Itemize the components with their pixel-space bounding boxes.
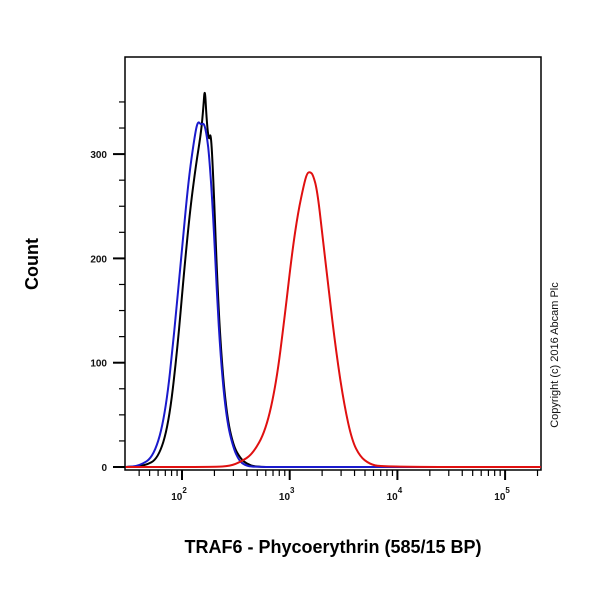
y-tick-label: 200 [90,254,107,265]
copyright-annotation: Copyright (c) 2016 Abcam Plc [549,282,561,428]
curve-red [125,171,541,469]
y-axis-title: Count [22,238,42,290]
x-axis: 102 103 104 105 [138,470,539,503]
y-tick-label: 0 [101,463,107,474]
y-tick-label: 100 [90,359,107,370]
histogram-curves [125,91,541,469]
x-axis-title: TRAF6 - Phycoerythrin (585/15 BP) [184,537,481,557]
x-tick-label: 105 [494,486,510,503]
x-tick-label: 103 [279,486,295,503]
y-axis: 0 100 200 300 [90,101,125,474]
x-tick-label: 104 [387,486,403,503]
y-tick-label: 300 [90,150,107,161]
x-tick-label: 102 [171,486,187,503]
curve-black [125,91,541,469]
plot-frame [124,56,542,471]
